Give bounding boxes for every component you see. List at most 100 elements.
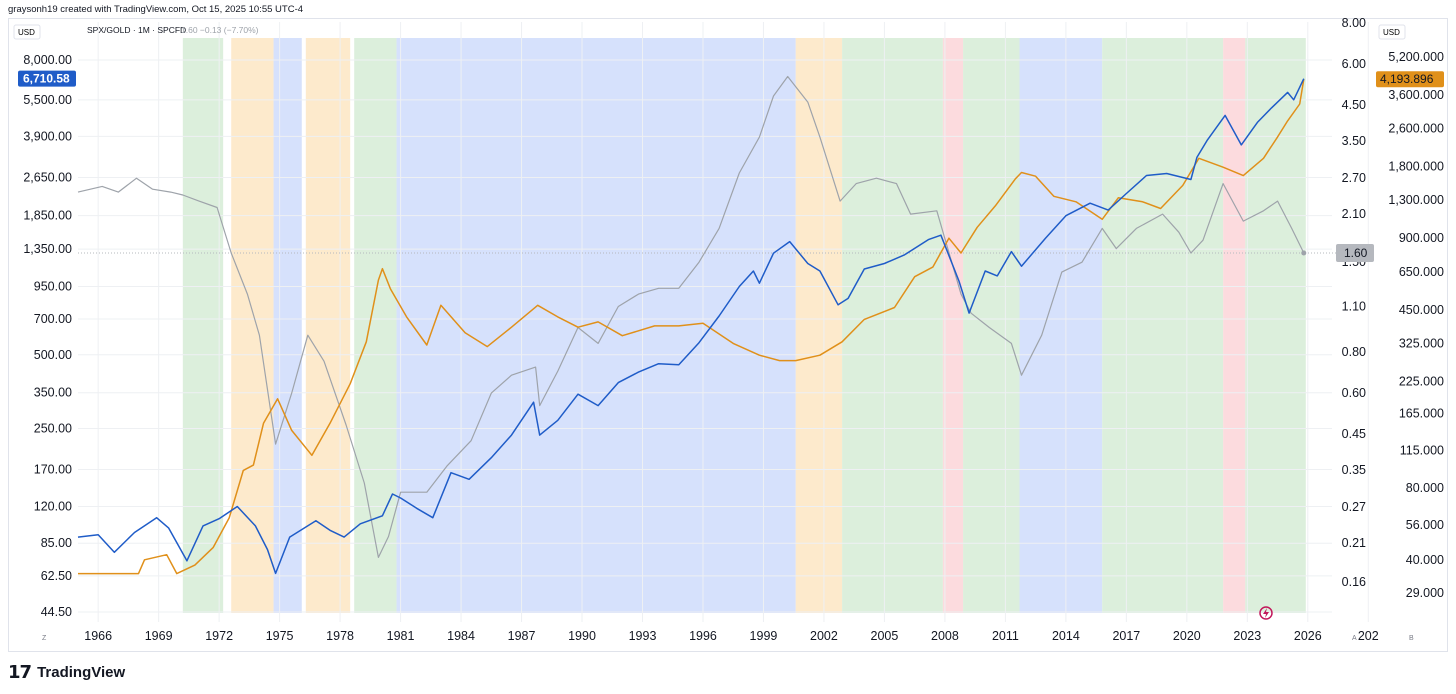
band-blue xyxy=(396,38,796,613)
band-blue xyxy=(1019,38,1103,613)
ratio-last-value-badge xyxy=(1336,243,1374,262)
right-currency-box[interactable] xyxy=(1378,24,1406,40)
left-tick-label: 8,000.00 xyxy=(23,53,72,67)
band-red xyxy=(942,38,964,613)
tradingview-wordmark: TradingView xyxy=(37,663,126,681)
lightning-icon[interactable] xyxy=(1259,606,1273,620)
band-orange xyxy=(795,38,843,613)
band-green xyxy=(963,38,1020,613)
center-tick-label: 0.80 xyxy=(1342,345,1366,359)
ratio-last-value: 1.60 xyxy=(1344,246,1368,260)
left-tick-label: 85.00 xyxy=(41,536,72,550)
x-tick-label: 2002 xyxy=(810,629,838,643)
x-tick-label: 1969 xyxy=(145,629,173,643)
center-tick-label: 8.00 xyxy=(1342,16,1366,30)
left-tick-label: 1,850.00 xyxy=(23,209,72,223)
axes: 1966 1969 1972 1975 1978 1981 1984 1987 1990 1993… xyxy=(23,16,1444,643)
left-tick-label: 950.00 xyxy=(34,280,72,294)
right-tick-label: 3,600.000 xyxy=(1388,88,1444,102)
right-tick-label: 29.000 xyxy=(1406,586,1444,600)
x-tick-label: 1990 xyxy=(568,629,596,643)
band-red xyxy=(1223,38,1246,613)
x-tick-label: 2020 xyxy=(1173,629,1201,643)
symbol-line: SPX/GOLD · 1M · SPCFD xyxy=(87,25,186,35)
center-tick-label: 0.60 xyxy=(1342,386,1366,400)
x-tick-label: 2026 xyxy=(1294,629,1322,643)
right-tick-label: 1,300.000 xyxy=(1388,193,1444,207)
x-tick-label: 1999 xyxy=(750,629,778,643)
band-orange xyxy=(231,38,274,613)
x-tick-label: 1972 xyxy=(205,629,233,643)
tradingview-mark-icon: 17 xyxy=(8,661,32,683)
left-tick-label: 44.50 xyxy=(41,605,72,619)
left-currency-label: USD xyxy=(18,28,35,37)
a-marker[interactable]: A xyxy=(1352,635,1357,642)
tradingview-logo[interactable]: 17 TradingView xyxy=(8,661,125,683)
left-tick-label: 62.50 xyxy=(41,569,72,583)
band-green xyxy=(182,38,224,613)
x-tick-label: 2008 xyxy=(931,629,959,643)
x-tick-label: 1984 xyxy=(447,629,475,643)
band-green xyxy=(1102,38,1224,613)
center-tick-label: 4.50 xyxy=(1342,98,1366,112)
band-green xyxy=(354,38,397,613)
left-tick-label: 5,500.00 xyxy=(23,93,72,107)
right-tick-label: 325.000 xyxy=(1399,336,1444,350)
center-tick-label: 0.16 xyxy=(1342,575,1366,589)
right-tick-label: 650.000 xyxy=(1399,265,1444,279)
left-tick-label: 170.00 xyxy=(34,462,72,476)
chart-frame xyxy=(8,18,1448,652)
ratio-last-point xyxy=(1301,250,1307,256)
period-bands xyxy=(182,38,1306,613)
center-tick-label: 2.70 xyxy=(1342,171,1366,185)
x-tick-label: 2017 xyxy=(1112,629,1140,643)
spx-last-value-badge xyxy=(18,70,76,87)
center-tick-label: 0.21 xyxy=(1342,536,1366,550)
right-tick-label: 40.000 xyxy=(1406,553,1444,567)
right-tick-label: 900.000 xyxy=(1399,231,1444,245)
center-tick-label: 0.27 xyxy=(1342,500,1366,514)
gold-last-value: 4,193.896 xyxy=(1380,72,1434,86)
left-tick-label: 1,350.00 xyxy=(23,242,72,256)
right-tick-label: 56.000 xyxy=(1406,518,1444,532)
x-tick-label: 2011 xyxy=(992,629,1019,643)
left-tick-label: 3,900.00 xyxy=(23,129,72,143)
band-blue xyxy=(273,38,302,613)
left-tick-label: 500.00 xyxy=(34,348,72,362)
left-currency-box[interactable] xyxy=(13,24,41,40)
right-tick-label: 2,600.000 xyxy=(1388,122,1444,136)
symbol-values: 1.60 −0.13 (−7.70%) xyxy=(181,25,259,35)
x-tick-label: 2005 xyxy=(871,629,899,643)
center-tick-label: 0.35 xyxy=(1342,463,1366,477)
ratio-series-line[interactable] xyxy=(77,75,1305,558)
center-tick-label: 6.00 xyxy=(1342,57,1366,71)
gold-last-value-badge xyxy=(1376,71,1444,88)
right-tick-label: 1,800.000 xyxy=(1388,160,1444,174)
spx-series-line[interactable] xyxy=(77,78,1305,575)
band-orange xyxy=(305,38,351,613)
x-tick-label: 1966 xyxy=(84,629,112,643)
left-tick-label: 350.00 xyxy=(34,386,72,400)
right-tick-label: 115.000 xyxy=(1400,444,1444,458)
x-tick-label: 2014 xyxy=(1052,629,1080,643)
z-marker[interactable]: Z xyxy=(42,635,47,642)
right-tick-label: 225.000 xyxy=(1399,374,1444,388)
x-tick-label: 1996 xyxy=(689,629,717,643)
chart-credit: graysonh19 created with TradingView.com,… xyxy=(8,4,304,15)
x-tick-label: 1993 xyxy=(629,629,657,643)
series-lines xyxy=(77,75,1307,575)
gold-series-line[interactable] xyxy=(78,79,1305,575)
center-tick-label: 1.10 xyxy=(1342,300,1366,314)
x-tick-label: 2023 xyxy=(1233,629,1261,643)
left-tick-label: 2,650.00 xyxy=(23,170,72,184)
band-green xyxy=(1245,38,1306,613)
left-tick-label: 250.00 xyxy=(34,421,72,435)
center-tick-label: 3.50 xyxy=(1342,134,1366,148)
lightning-bolt-icon xyxy=(1263,608,1269,618)
right-tick-label: 450.000 xyxy=(1399,303,1444,317)
spx-last-value: 6,710.58 xyxy=(23,72,70,86)
right-tick-label: 5,200.000 xyxy=(1388,50,1444,64)
center-tick-label: 2.10 xyxy=(1342,207,1366,221)
b-marker[interactable]: B xyxy=(1409,635,1414,642)
